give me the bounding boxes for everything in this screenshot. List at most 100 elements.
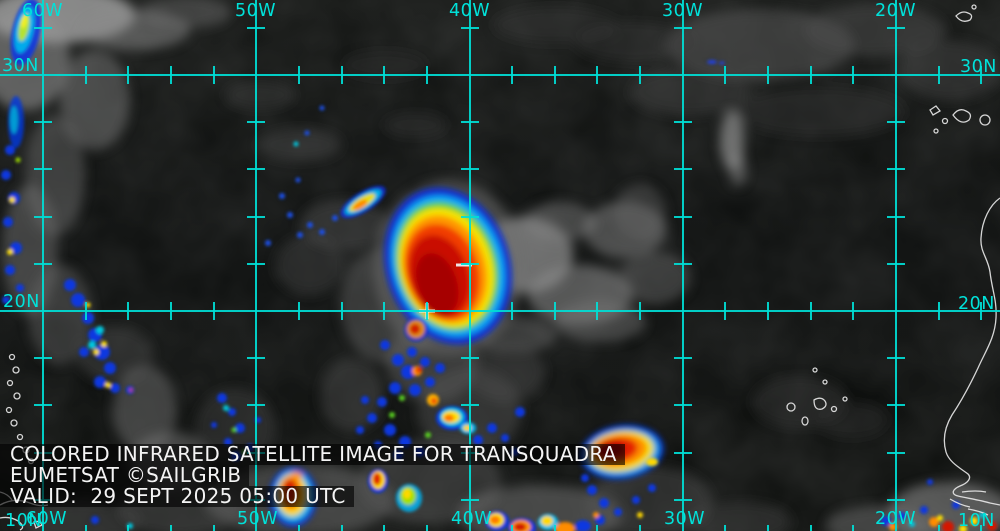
- caption-title: COLORED INFRARED SATELLITE IMAGE FOR TRA…: [0, 444, 625, 465]
- lon-label-top-40w: 40W: [449, 1, 491, 21]
- northwest-convective-band: [1, 0, 42, 304]
- grid-mark: [639, 525, 642, 531]
- lon-label-top-20w: 20W: [875, 1, 917, 21]
- lon-label-bottom-50w: 50W: [237, 509, 279, 529]
- grid-mark: [461, 121, 479, 124]
- grid-mark: [674, 498, 692, 501]
- lat-label-left-30n: 30N: [2, 56, 39, 76]
- grid-mark: [247, 404, 265, 407]
- grid-mark: [553, 302, 556, 320]
- grid-mark: [212, 525, 215, 531]
- cape-verde-outline: [786, 402, 796, 412]
- africa-coastline: [943, 197, 1000, 506]
- grid-mark: [674, 357, 692, 360]
- grid-mark: [596, 525, 599, 531]
- grid-mark: [169, 302, 172, 320]
- grid-mark: [425, 66, 428, 84]
- grid-mark: [887, 451, 905, 454]
- grid-mark: [809, 66, 812, 84]
- grid-mark: [674, 262, 692, 265]
- grid-mark: [34, 215, 52, 218]
- grid-mark: [34, 121, 52, 124]
- grid-mark: [169, 66, 172, 84]
- grid-mark: [937, 525, 940, 531]
- lon-label-bottom-30w: 30W: [664, 509, 706, 529]
- bottom-small-cells: [91, 458, 997, 531]
- grid-mark: [0, 310, 1000, 312]
- grid-mark: [169, 525, 172, 531]
- grid-mark: [84, 66, 87, 84]
- grid-mark: [852, 66, 855, 84]
- grid-mark: [674, 26, 692, 29]
- canary-islands-outline: [952, 109, 972, 123]
- grid-mark: [511, 302, 514, 320]
- grid-mark: [852, 302, 855, 320]
- grid-mark: [980, 302, 983, 320]
- grid-mark: [212, 302, 215, 320]
- lat-label-left-20n: 20N: [3, 292, 40, 312]
- grid-mark: [383, 66, 386, 84]
- grid-mark: [639, 302, 642, 320]
- grid-mark: [639, 66, 642, 84]
- lat-label-right-20n: 20N: [958, 294, 995, 314]
- grid-mark: [852, 525, 855, 531]
- grid-mark: [887, 262, 905, 265]
- lon-label-top-60w: 60W: [22, 1, 64, 21]
- lat-label-right-30n: 30N: [960, 57, 997, 77]
- grid-mark: [767, 66, 770, 84]
- grid-mark: [461, 26, 479, 29]
- grid-mark: [34, 168, 52, 171]
- grid-mark: [980, 525, 983, 531]
- grid-mark: [887, 498, 905, 501]
- grid-mark: [887, 168, 905, 171]
- central-south-cluster: [356, 340, 525, 460]
- grid-mark: [809, 302, 812, 320]
- grid-mark: [297, 302, 300, 320]
- grid-mark: [980, 66, 983, 84]
- madeira-outline: [955, 11, 973, 22]
- grid-mark: [937, 66, 940, 84]
- grid-mark: [425, 302, 428, 320]
- grid-mark: [511, 525, 514, 531]
- caption-attribution: EUMETSAT ©SAILGRIB: [0, 465, 250, 486]
- grid-mark: [553, 525, 556, 531]
- grid-mark: [340, 66, 343, 84]
- grid-mark: [887, 404, 905, 407]
- grid-mark: [127, 525, 130, 531]
- grid-mark: [461, 498, 479, 501]
- grid-mark: [724, 525, 727, 531]
- grid-mark: [0, 74, 1000, 76]
- grid-mark: [297, 525, 300, 531]
- grid-mark: [34, 262, 52, 265]
- grid-mark: [297, 66, 300, 84]
- grid-mark: [127, 66, 130, 84]
- lon-label-bottom-60w: 60W: [26, 509, 68, 529]
- grid-mark: [469, 0, 471, 531]
- lat-label-left-10n: 10N: [5, 511, 42, 531]
- grid-mark: [937, 302, 940, 320]
- grid-mark: [682, 0, 684, 531]
- grid-mark: [596, 66, 599, 84]
- lon-label-bottom-40w: 40W: [451, 509, 493, 529]
- grid-mark: [340, 302, 343, 320]
- main-cell-tail: [404, 318, 428, 342]
- grid-mark: [511, 66, 514, 84]
- grid-mark: [383, 302, 386, 320]
- grid-mark: [34, 404, 52, 407]
- grid-mark: [340, 525, 343, 531]
- grid-mark: [425, 525, 428, 531]
- grid-mark: [887, 215, 905, 218]
- grid-mark: [887, 26, 905, 29]
- lat-label-right-10n: 10N: [958, 511, 995, 531]
- grid-mark: [461, 215, 479, 218]
- grid-mark: [255, 0, 257, 531]
- grid-mark: [674, 215, 692, 218]
- grid-mark: [674, 451, 692, 454]
- main-convective-cell: [384, 187, 512, 345]
- caption-valid-time: VALID: 29 SEPT 2025 05:00 UTC: [0, 486, 354, 507]
- grid-mark: [767, 302, 770, 320]
- lon-label-top-50w: 50W: [235, 1, 277, 21]
- caption-overlay: COLORED INFRARED SATELLITE IMAGE FOR TRA…: [0, 444, 625, 507]
